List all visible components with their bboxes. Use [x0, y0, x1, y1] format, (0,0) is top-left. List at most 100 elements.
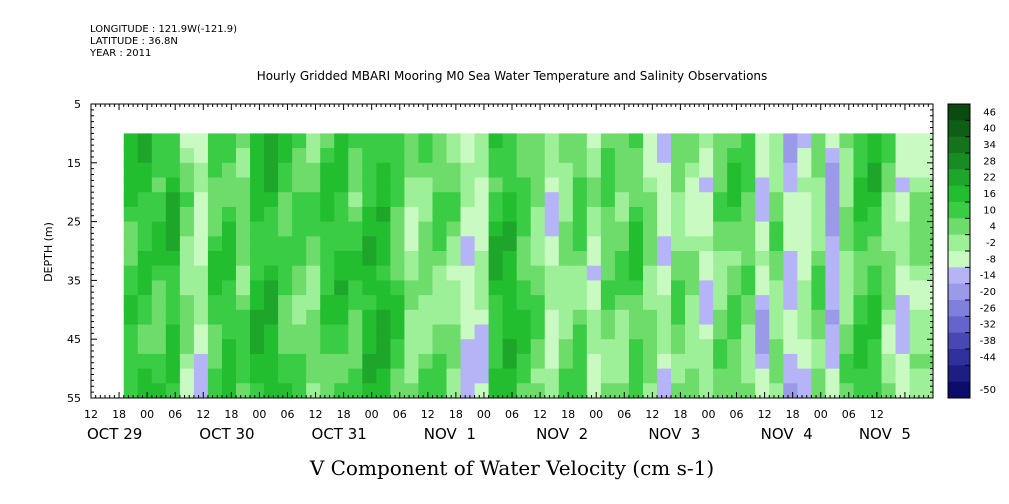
heatmap-cell	[811, 309, 827, 326]
heatmap-cell	[755, 251, 770, 267]
heatmap-cell	[572, 353, 588, 370]
y-tick-label: 5	[74, 98, 81, 111]
heatmap-cell	[278, 280, 293, 296]
heatmap-cell	[642, 148, 658, 164]
heatmap-cell	[320, 162, 335, 179]
heatmap-cell	[264, 148, 279, 164]
heatmap-cell	[193, 251, 209, 267]
heatmap-cell	[530, 295, 546, 311]
heatmap-cell	[236, 339, 251, 355]
heatmap-cell	[320, 265, 335, 281]
heatmap-cell	[488, 339, 504, 355]
metadata-block: LONGITUDE : 121.9W(-121.9) LATITUDE : 36…	[90, 24, 237, 60]
heatmap-cell	[797, 206, 812, 223]
heatmap-cell	[320, 383, 335, 398]
heatmap-cell	[614, 177, 630, 193]
heatmap-cell	[250, 383, 265, 398]
heatmap-cell	[418, 309, 434, 326]
heatmap-cell	[544, 236, 560, 252]
heatmap-cell	[221, 309, 237, 326]
heatmap-cell	[278, 133, 293, 149]
heatmap-cell	[264, 295, 279, 311]
heatmap-cell	[783, 206, 798, 223]
heatmap-cell	[657, 324, 672, 340]
heatmap-cell	[797, 368, 812, 384]
heatmap-cell	[474, 192, 490, 208]
heatmap-cell	[699, 206, 714, 223]
y-tick-label: 25	[67, 216, 81, 229]
heatmap-cell	[432, 353, 448, 370]
heatmap-cell	[825, 280, 841, 296]
heatmap-cell	[516, 221, 532, 237]
x-tick-label: 12	[309, 408, 323, 421]
heatmap-cell	[769, 236, 784, 252]
heatmap-cell	[853, 339, 869, 355]
heatmap-cell	[418, 206, 434, 223]
heatmap-cell	[236, 324, 251, 340]
heatmap-cell	[151, 339, 167, 355]
heatmap-cell	[867, 148, 883, 164]
heatmap-cell	[825, 383, 841, 398]
heatmap-cell	[278, 148, 293, 164]
colorbar-swatch	[948, 169, 970, 187]
heatmap-cell	[165, 148, 181, 164]
heatmap-cell	[881, 295, 897, 311]
heatmap-cell	[685, 280, 700, 296]
heatmap-cell	[151, 368, 167, 384]
heatmap-cell	[727, 192, 742, 208]
heatmap-cell	[460, 280, 476, 296]
heatmap-cell	[895, 265, 911, 281]
heatmap-cell	[572, 280, 588, 296]
heatmap-cell	[516, 192, 532, 208]
heatmap-cell	[825, 368, 841, 384]
heatmap-cell	[179, 368, 195, 384]
x-tick-label: 18	[449, 408, 463, 421]
heatmap-cell	[179, 236, 195, 252]
heatmap-cell	[502, 162, 518, 179]
heatmap-cell	[362, 251, 377, 267]
heatmap-cell	[151, 265, 167, 281]
colorbar-label: 10	[983, 205, 996, 216]
colorbar-label: -26	[980, 303, 996, 314]
x-tick-label: 00	[701, 408, 715, 421]
heatmap-cell	[572, 324, 588, 340]
heatmap-cell	[657, 265, 672, 281]
heatmap-cell	[320, 192, 335, 208]
heatmap-cell	[558, 339, 574, 355]
heatmap-cell	[769, 324, 784, 340]
heatmap-cell	[165, 133, 181, 149]
heatmap-cell	[586, 280, 602, 296]
heatmap-cell	[769, 148, 784, 164]
heatmap-cell	[278, 221, 293, 237]
heatmap-cell	[657, 383, 672, 398]
heatmap-cell	[446, 251, 462, 267]
heatmap-cell	[278, 251, 293, 267]
heatmap-cell	[207, 162, 223, 179]
colorbar-label: -8	[986, 254, 996, 265]
heatmap-cell	[769, 383, 784, 398]
colorbar-swatch	[948, 283, 970, 301]
heatmap-cell	[586, 148, 602, 164]
heatmap-cell	[614, 162, 630, 179]
heatmap-cell	[699, 251, 714, 267]
heatmap-cell	[376, 236, 391, 252]
heatmap-cell	[432, 339, 448, 355]
colorbar-label: 46	[983, 107, 996, 118]
heatmap-cell	[516, 206, 532, 223]
colorbar-label: 16	[983, 189, 996, 200]
heatmap-cell	[685, 206, 700, 223]
heatmap-cell	[179, 251, 195, 267]
heatmap-cell	[320, 295, 335, 311]
heatmap-cell	[600, 353, 616, 370]
heatmap-cell	[123, 295, 139, 311]
heatmap-cell	[390, 324, 406, 340]
heatmap-cell	[558, 133, 574, 149]
heatmap-cell	[306, 206, 321, 223]
colorbar-swatch	[948, 136, 970, 154]
heatmap-cell	[488, 265, 504, 281]
heatmap-cell	[418, 339, 434, 355]
heatmap-cell	[488, 133, 504, 149]
heatmap-cell	[797, 280, 812, 296]
heatmap-cell	[741, 324, 756, 340]
heatmap-cell	[713, 251, 728, 267]
